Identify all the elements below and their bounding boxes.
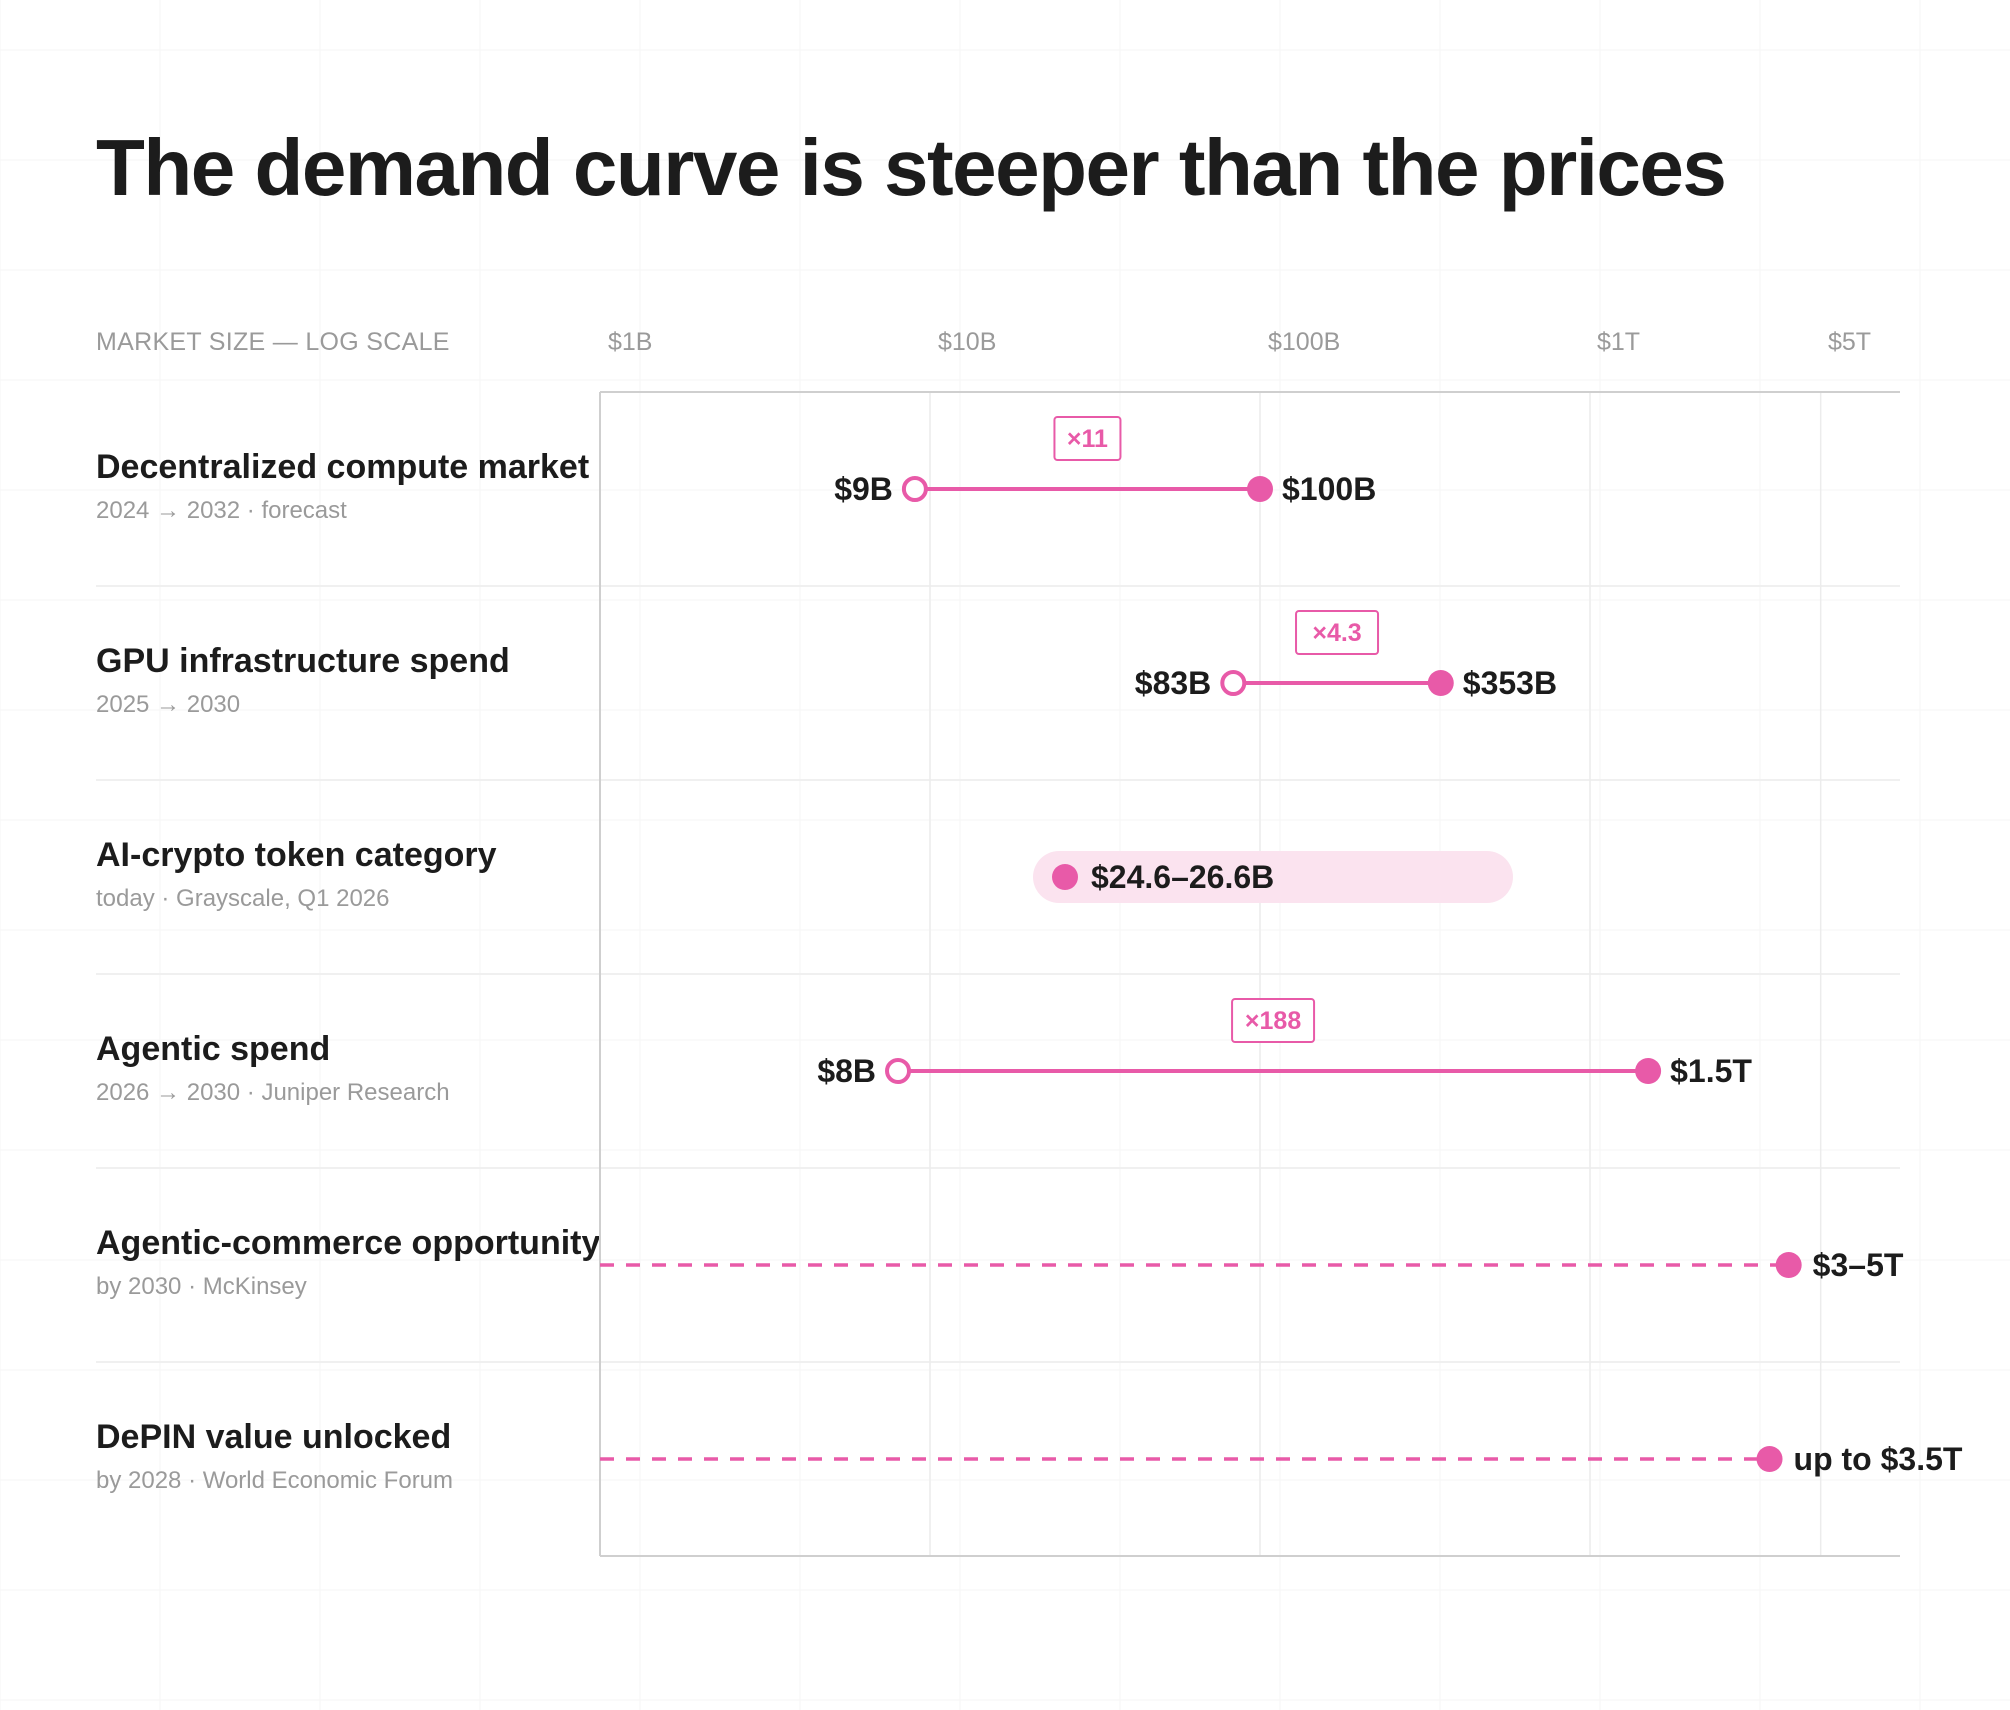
row-marks-0: $9B $100B ×11 bbox=[834, 416, 1376, 507]
row-name: AI-crypto token category bbox=[96, 836, 497, 874]
end-value-label: $353B bbox=[1463, 665, 1557, 701]
start-value-label: $8B bbox=[817, 1053, 876, 1089]
target-value-label: up to $3.5T bbox=[1794, 1441, 1963, 1477]
tick-label-10b: $10B bbox=[938, 328, 997, 356]
multiplier-label: ×11 bbox=[1067, 425, 1108, 453]
target-point bbox=[1775, 1252, 1802, 1278]
row-subtitle: by 2028 · World Economic Forum bbox=[96, 1467, 454, 1494]
multiplier-badge bbox=[1053, 416, 1122, 461]
row-subtitle: 2025 → 2030 bbox=[96, 691, 241, 718]
tick-label-1b: $1B bbox=[608, 328, 653, 356]
multiplier-label: ×4.3 bbox=[1312, 619, 1361, 647]
row-label-agentic-spend: Agentic spend 2026 → 2030 · Juniper Rese… bbox=[96, 1030, 450, 1107]
start-point bbox=[1220, 670, 1247, 696]
row-marks-1: $83B $353B ×4.3 bbox=[1135, 610, 1557, 701]
multiplier-badge bbox=[1295, 610, 1380, 655]
axis-caption: MARKET SIZE — LOG SCALE bbox=[96, 328, 450, 356]
row-name: Decentralized compute market bbox=[96, 448, 590, 486]
start-value-label: $83B bbox=[1135, 665, 1212, 701]
row-subtitle: by 2030 · McKinsey bbox=[96, 1273, 307, 1300]
row-subtitle: 2024 → 2032 · forecast bbox=[96, 497, 347, 524]
row-name: Agentic-commerce opportunity bbox=[96, 1224, 601, 1262]
tick-label-100b: $100B bbox=[1268, 328, 1341, 356]
band-value-label: $24.6–26.6B bbox=[1091, 859, 1274, 895]
row-label-depin-value: DePIN value unlocked by 2028 · World Eco… bbox=[96, 1418, 453, 1495]
start-point bbox=[901, 476, 928, 502]
row-label-agentic-commerce: Agentic-commerce opportunity by 2030 · M… bbox=[96, 1224, 600, 1301]
target-value-label: $3–5T bbox=[1813, 1247, 1904, 1283]
row-marks-2: $24.6–26.6B bbox=[1033, 851, 1513, 903]
row-label-decentralized-compute: Decentralized compute market 2024 → 2032… bbox=[96, 448, 589, 525]
end-value-label: $100B bbox=[1282, 471, 1376, 507]
end-point bbox=[1635, 1058, 1662, 1084]
end-point bbox=[1427, 670, 1454, 696]
row-subtitle: 2026 → 2030 · Juniper Research bbox=[96, 1079, 450, 1106]
tick-label-5t: $5T bbox=[1828, 328, 1872, 356]
start-point bbox=[885, 1058, 912, 1084]
chart-title: The demand curve is steeper than the pri… bbox=[96, 123, 1727, 212]
band-point bbox=[1052, 864, 1078, 890]
row-marks-4: $3–5T bbox=[600, 1247, 1904, 1283]
row-name: DePIN value unlocked bbox=[96, 1418, 452, 1456]
end-point bbox=[1247, 476, 1273, 502]
range-band bbox=[1033, 851, 1513, 903]
row-label-ai-crypto-token: AI-crypto token category today · Graysca… bbox=[96, 836, 497, 913]
target-point bbox=[1756, 1446, 1783, 1472]
row-marks-3: $8B $1.5T ×188 bbox=[817, 998, 1752, 1089]
start-value-label: $9B bbox=[834, 471, 893, 507]
row-name: Agentic spend bbox=[96, 1030, 331, 1068]
tick-label-1t: $1T bbox=[1597, 328, 1641, 356]
row-name: GPU infrastructure spend bbox=[96, 642, 510, 680]
multiplier-label: ×188 bbox=[1245, 1007, 1301, 1035]
row-subtitle: today · Grayscale, Q1 2026 bbox=[96, 885, 390, 912]
row-label-gpu-infrastructure: GPU infrastructure spend 2025 → 2030 bbox=[96, 642, 510, 719]
row-marks-5: up to $3.5T bbox=[600, 1441, 1963, 1477]
end-value-label: $1.5T bbox=[1670, 1053, 1752, 1089]
multiplier-badge bbox=[1231, 998, 1316, 1043]
